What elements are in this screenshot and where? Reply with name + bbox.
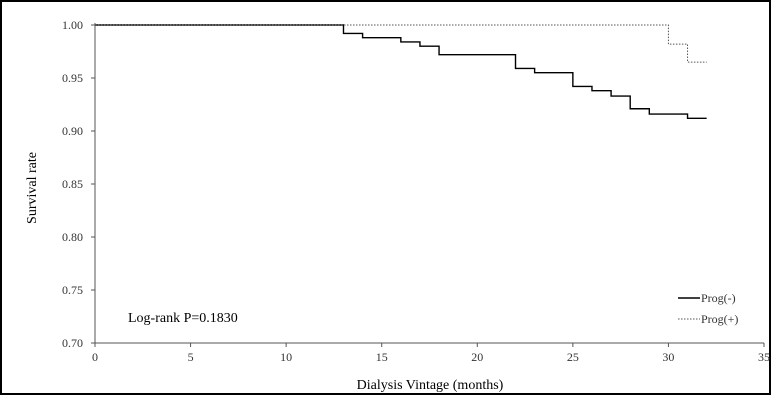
y-tick-label: 0.90 bbox=[62, 124, 83, 138]
x-tick-label: 20 bbox=[471, 350, 483, 364]
x-tick-label: 30 bbox=[662, 350, 674, 364]
x-tick-label: 25 bbox=[567, 350, 579, 364]
y-tick-label: 0.80 bbox=[62, 230, 83, 244]
axes: 0 5 10 15 20 25 30 35 0.70 0.75 0.80 0.85 0.90 0.95 1.… bbox=[62, 18, 770, 364]
x-tick-label: 10 bbox=[280, 350, 292, 364]
x-tick-label: 0 bbox=[92, 350, 98, 364]
legend-label: Prog(+) bbox=[701, 312, 738, 326]
x-tick-label: 35 bbox=[758, 350, 770, 364]
legend-label: Prog(-) bbox=[701, 291, 736, 305]
x-axis-label: Dialysis Vintage (months) bbox=[357, 378, 504, 393]
y-tick-label: 1.00 bbox=[62, 18, 83, 32]
y-tick-label: 0.85 bbox=[62, 177, 83, 191]
series-line-prog bbox=[95, 24, 707, 119]
y-tick-label: 0.70 bbox=[62, 336, 83, 350]
y-tick-label: 0.95 bbox=[62, 71, 83, 85]
x-tick-label: 5 bbox=[188, 350, 194, 364]
annotation-log-rank: Log-rank P=0.1830 bbox=[128, 311, 238, 326]
series-line-prog bbox=[95, 24, 707, 63]
legend: Prog(-) Prog(+) bbox=[678, 291, 738, 326]
y-axis-label: Survival rate bbox=[25, 152, 40, 224]
x-tick-label: 15 bbox=[376, 350, 388, 364]
y-tick-label: 0.75 bbox=[62, 283, 83, 297]
series-layer bbox=[95, 24, 707, 119]
